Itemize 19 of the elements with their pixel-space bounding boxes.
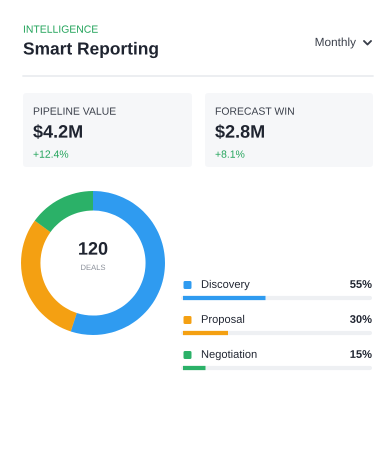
text: FORECAST WIN	[216, 107, 294, 115]
text: 120	[79, 242, 108, 255]
donut-slice	[21, 220, 77, 332]
legend-label: Negotiation	[202, 350, 256, 360]
text: PIPELINE VALUE	[34, 108, 116, 115]
text: +12.4%	[34, 150, 68, 158]
donut-slice	[70, 191, 165, 335]
text: $2.8M	[215, 124, 264, 140]
legend-label: Discovery	[202, 280, 250, 290]
data-label: 15%	[350, 350, 372, 358]
data-label: 55%	[350, 280, 372, 288]
text: Monthly	[316, 38, 356, 48]
chart-subtitle: INTELLIGENCE	[24, 25, 98, 33]
legend-label: Proposal	[202, 314, 244, 326]
data-label: 30%	[350, 315, 372, 323]
chart-title: Smart Reporting	[24, 42, 158, 58]
text: $4.2M	[33, 124, 82, 140]
donut-slice	[34, 191, 93, 232]
text: +8.1%	[216, 150, 244, 158]
